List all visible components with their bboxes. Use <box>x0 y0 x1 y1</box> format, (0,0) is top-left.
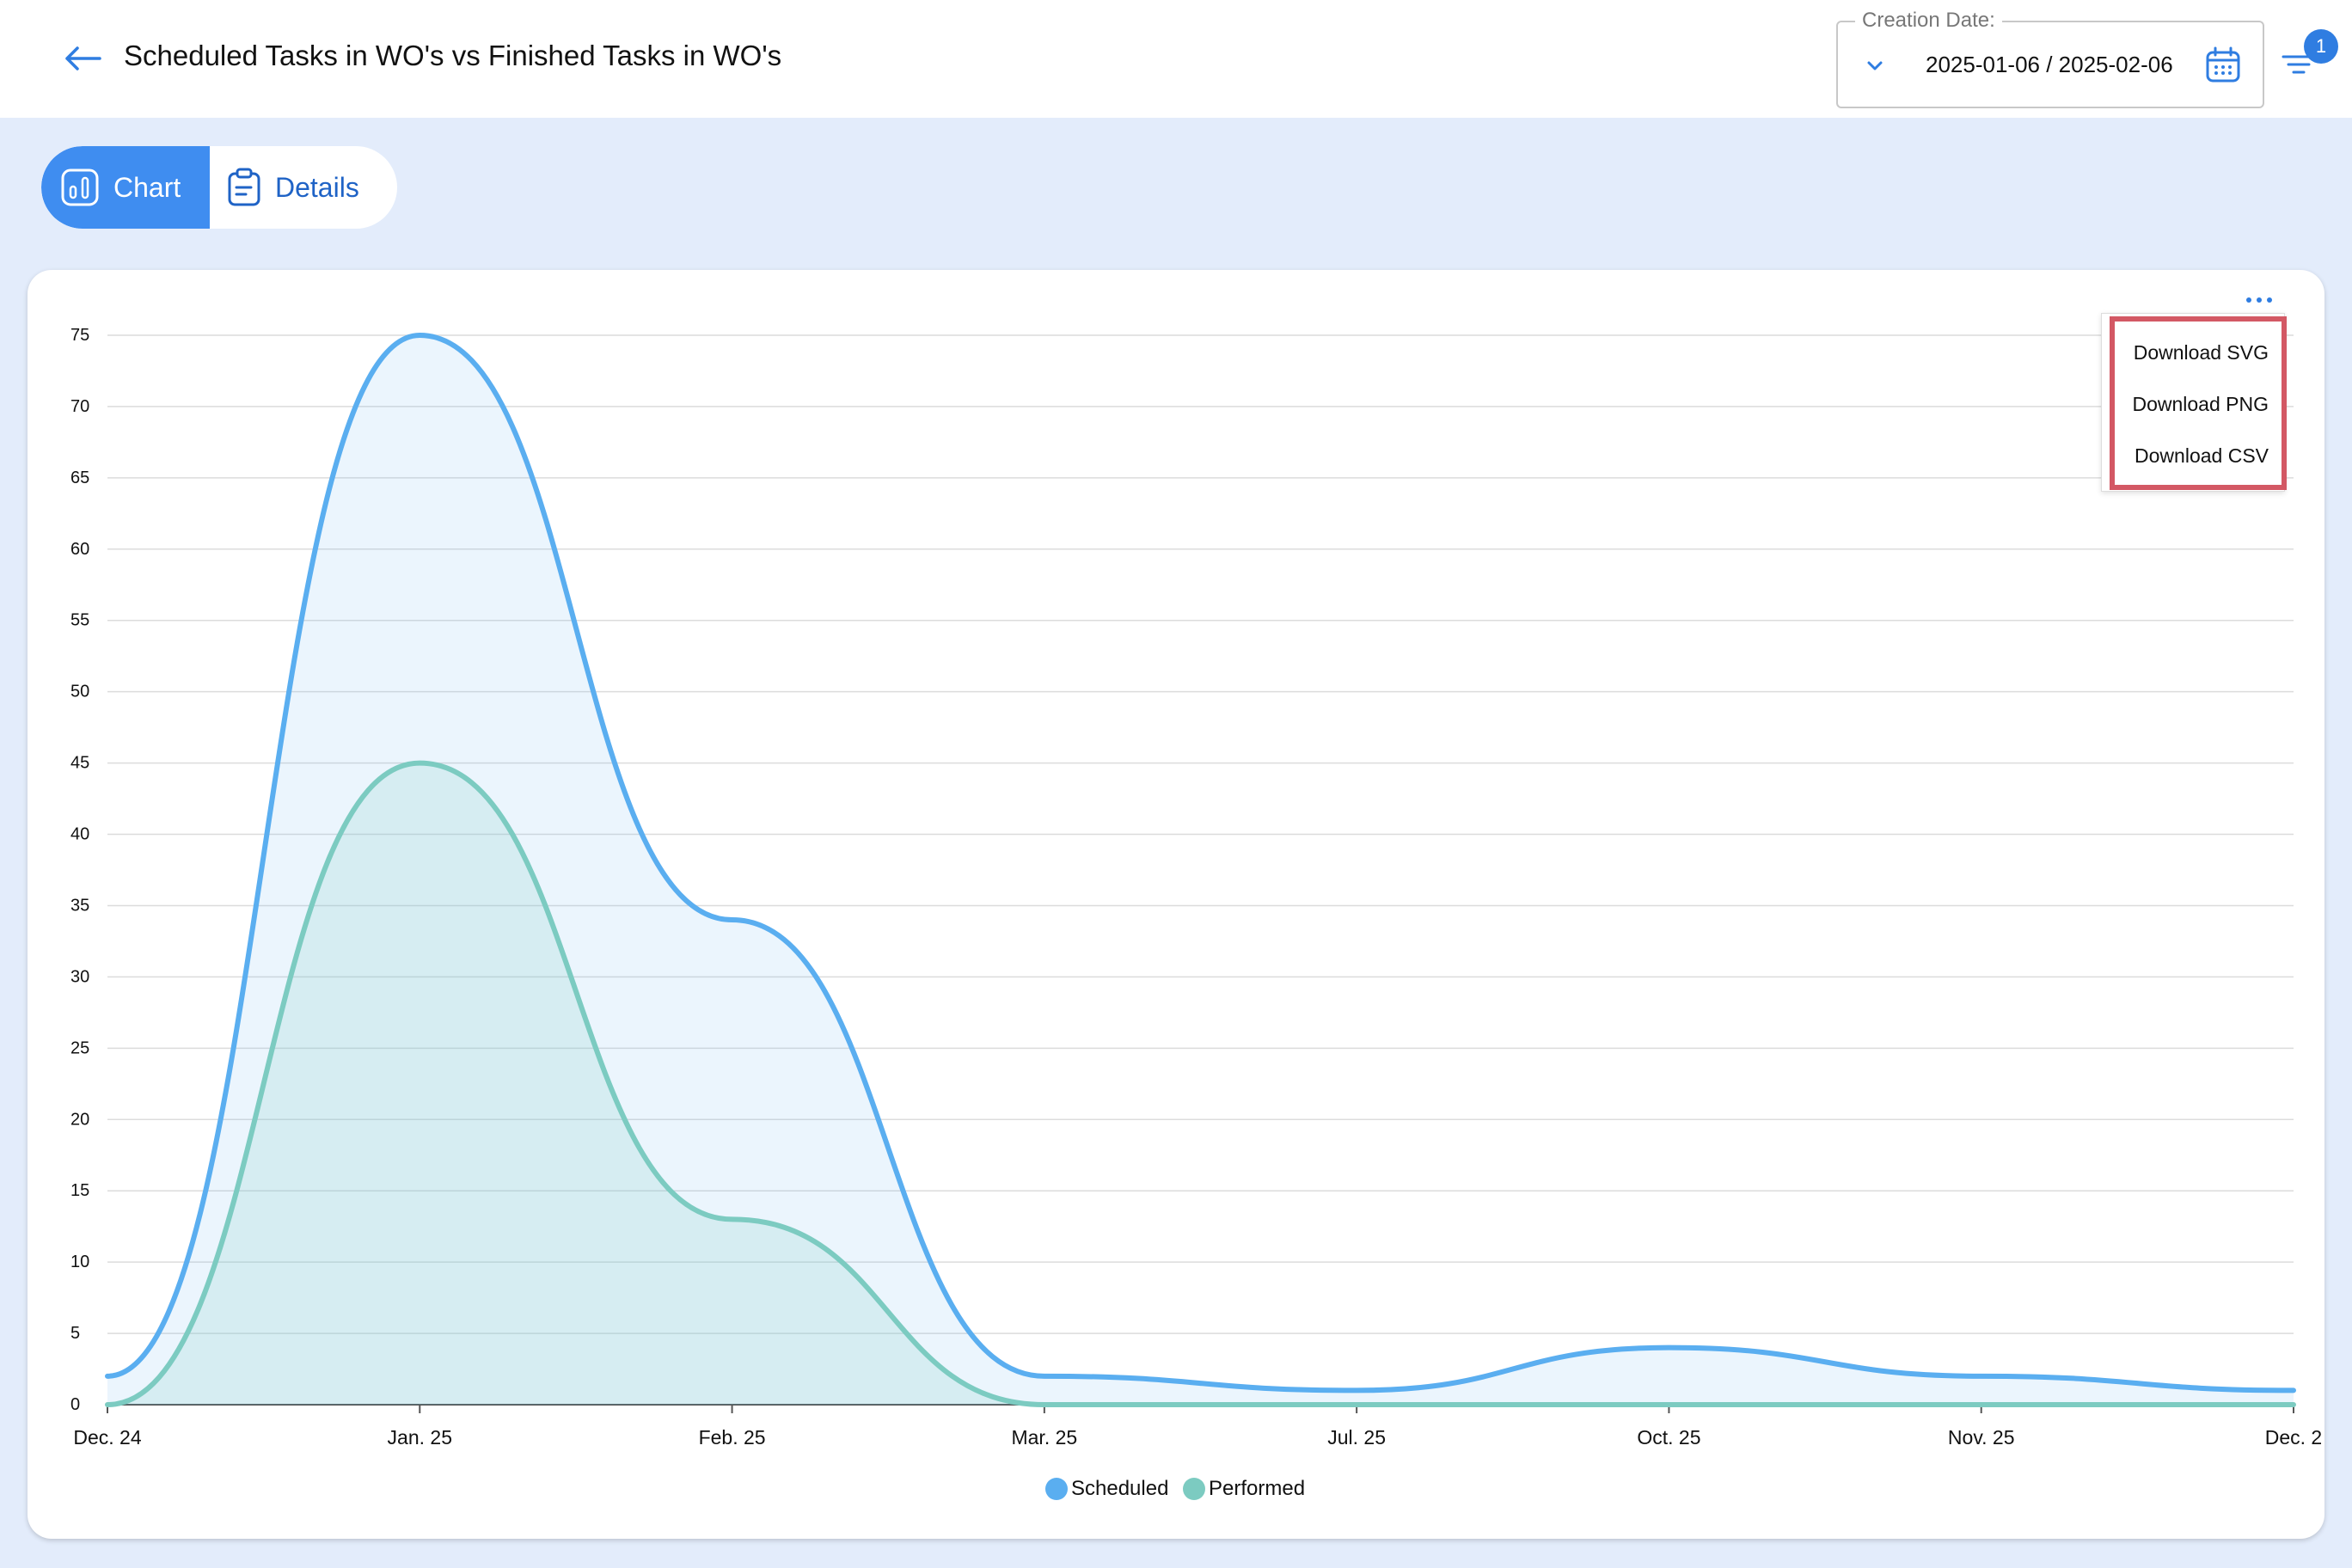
download-csv-item[interactable]: Download CSV <box>2135 444 2269 467</box>
area-scheduled <box>107 335 2294 1405</box>
export-menu: Download SVG Download PNG Download CSV <box>2101 313 2285 492</box>
y-tick-label: 45 <box>70 754 89 773</box>
y-tick-label: 20 <box>70 1110 89 1129</box>
y-tick-label: 50 <box>70 683 89 701</box>
calendar-icon[interactable] <box>2202 45 2244 86</box>
tab-chart-label: Chart <box>113 171 181 203</box>
x-tick-label: Oct. 25 <box>1637 1426 1700 1449</box>
arrow-left-icon <box>65 46 101 70</box>
legend-label-performed: Performed <box>1209 1477 1306 1500</box>
header-bar: Scheduled Tasks in WO's vs Finished Task… <box>0 0 2352 118</box>
y-tick-label: 65 <box>70 469 89 487</box>
area-performed <box>107 763 2294 1405</box>
y-tick-label: 10 <box>70 1253 89 1271</box>
y-tick-label: 55 <box>70 611 89 630</box>
creation-date-field[interactable]: Creation Date: 2025-01-06 / 2025-02-06 <box>1836 9 2264 108</box>
creation-date-label: Creation Date: <box>1855 9 2002 33</box>
download-png-item[interactable]: Download PNG <box>2132 393 2269 415</box>
highlight-box <box>2110 316 2287 490</box>
chevron-down-icon[interactable] <box>1862 53 1888 79</box>
line-scheduled <box>105 332 2296 1393</box>
legend-marker-scheduled <box>1045 1478 1068 1500</box>
legend-item-scheduled[interactable]: Scheduled <box>1045 1477 1168 1501</box>
x-tick-label: Feb. 25 <box>699 1426 766 1449</box>
x-tick-label: Jan. 25 <box>388 1426 452 1449</box>
y-tick-label: 75 <box>70 326 89 345</box>
tab-details[interactable]: Details <box>210 146 397 229</box>
line-performed <box>105 760 2296 1408</box>
y-tick-label: 5 <box>70 1324 80 1343</box>
x-tick-label: Mar. 25 <box>1011 1426 1077 1449</box>
legend-label-scheduled: Scheduled <box>1071 1477 1169 1500</box>
download-svg-item[interactable]: Download SVG <box>2133 341 2269 364</box>
x-tick-label: Dec. 2 <box>2265 1426 2322 1449</box>
x-tick-label: Dec. 24 <box>73 1426 141 1449</box>
legend-marker-performed <box>1183 1478 1205 1500</box>
x-tick-label: Jul. 25 <box>1327 1426 1386 1449</box>
more-options-icon[interactable] <box>2242 284 2276 309</box>
tab-details-label: Details <box>275 171 359 203</box>
y-tick-label: 60 <box>70 540 89 559</box>
y-tick-label: 0 <box>70 1395 80 1414</box>
bar-chart-icon <box>61 168 99 206</box>
y-tick-label: 30 <box>70 967 89 986</box>
date-range-value: 2025-01-06 / 2025-02-06 <box>1926 52 2173 77</box>
y-tick-label: 25 <box>70 1038 89 1057</box>
y-tick-label: 40 <box>70 825 89 844</box>
page-title: Scheduled Tasks in WO's vs Finished Task… <box>124 40 782 71</box>
clipboard-icon <box>228 168 260 206</box>
y-tick-label: 35 <box>70 896 89 915</box>
filter-count-badge: 1 <box>2304 29 2338 64</box>
y-tick-label: 70 <box>70 397 89 416</box>
back-button[interactable] <box>58 34 107 83</box>
legend-item-performed[interactable]: Performed <box>1183 1477 1305 1501</box>
x-tick-label: Nov. 25 <box>1948 1426 2015 1449</box>
y-tick-label: 15 <box>70 1181 89 1200</box>
chart-card <box>28 270 2324 1539</box>
tab-chart[interactable]: Chart <box>41 146 210 229</box>
view-toggle: Chart Details <box>41 146 397 229</box>
